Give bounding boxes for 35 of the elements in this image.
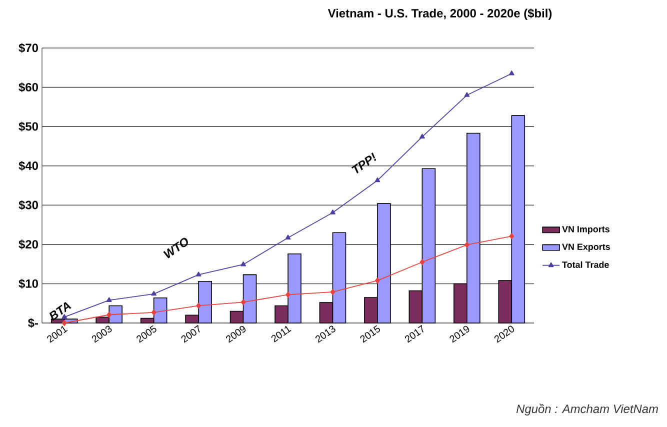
- point: [285, 234, 291, 240]
- legend-label: VN Imports: [562, 226, 610, 234]
- point: [420, 259, 425, 266]
- y-tick-label: $-: [28, 318, 38, 328]
- point: [240, 299, 246, 306]
- chart-title: Vietnam - U.S. Trade, 2000 - 2020e ($bil): [328, 8, 552, 20]
- y-tick-label: $30: [18, 200, 38, 210]
- point: [106, 297, 112, 302]
- point: [419, 134, 425, 139]
- y-tick-label: $60: [18, 82, 38, 92]
- y-tick-label: $10: [18, 278, 38, 289]
- point: [508, 70, 514, 76]
- y-tick-label: $20: [18, 240, 38, 250]
- y-tick-label: $40: [18, 160, 38, 171]
- annotation: BTA: [49, 302, 72, 321]
- legend-label: Total Trade: [562, 261, 609, 268]
- point: [464, 242, 470, 248]
- point: [509, 233, 514, 240]
- point: [375, 278, 380, 284]
- point: [196, 272, 202, 276]
- point: [151, 290, 157, 296]
- legend-label: VN Exports: [562, 244, 610, 252]
- point: [240, 261, 246, 266]
- point: [106, 312, 112, 318]
- point: [330, 288, 336, 296]
- point: [374, 177, 380, 182]
- point: [196, 302, 201, 309]
- point: [286, 292, 290, 298]
- y-tick-label: $70: [18, 43, 38, 53]
- x-tick-label: 2011: [271, 326, 292, 342]
- text: Nguồn : Amcham VietNam: [516, 404, 658, 416]
- point: [464, 92, 470, 97]
- point: [330, 210, 336, 214]
- y-tick-label: $50: [18, 122, 38, 132]
- point: [151, 309, 156, 316]
